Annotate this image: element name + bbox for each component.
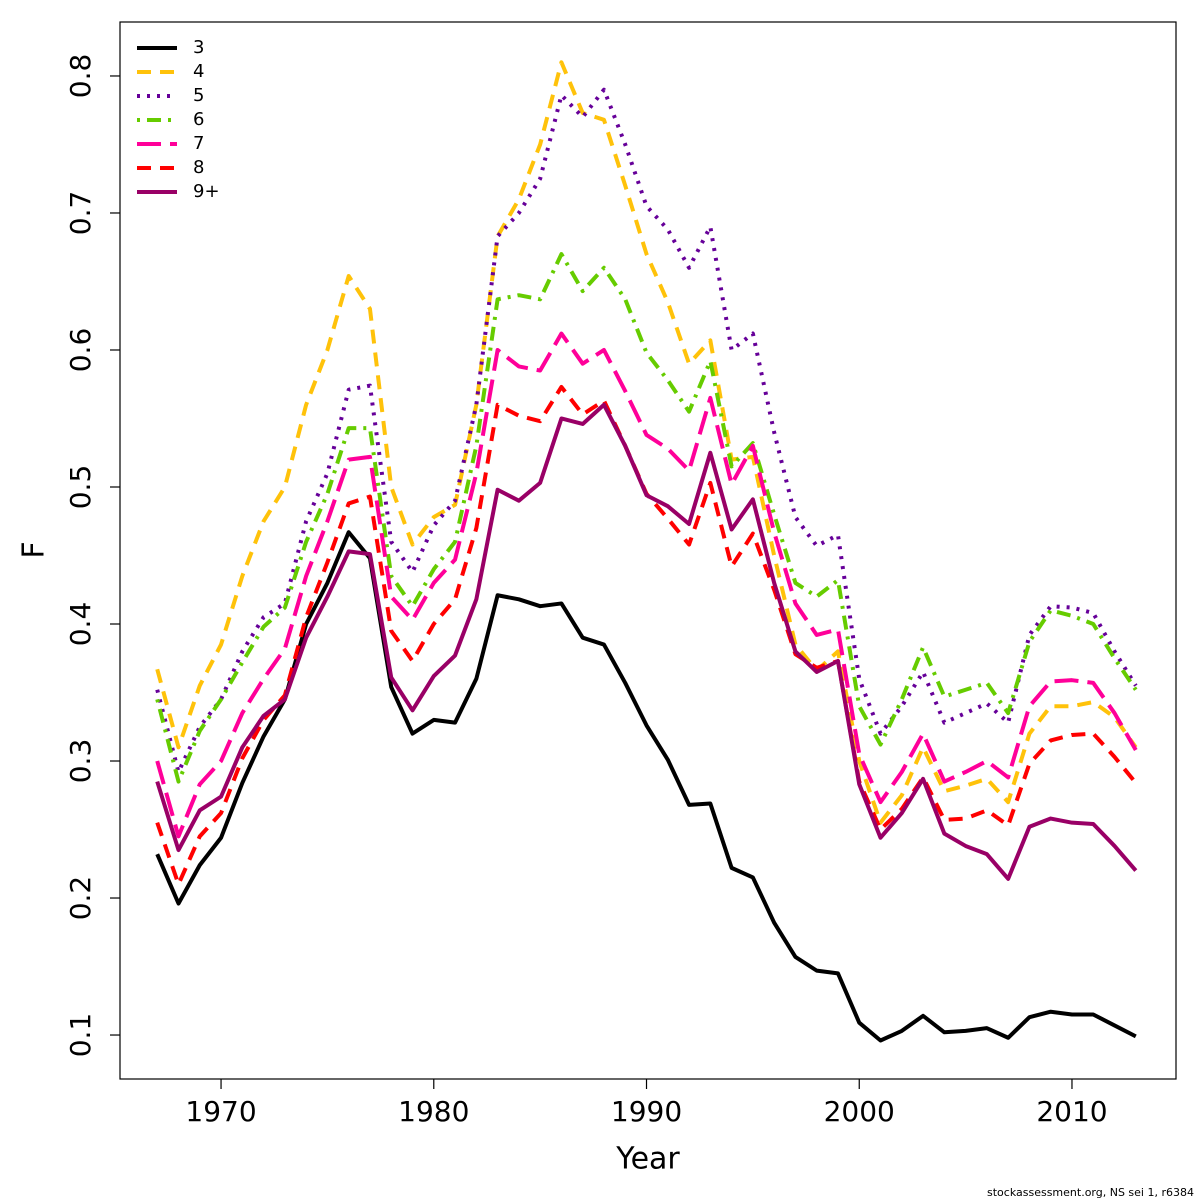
y-tick-label: 0.5: [64, 465, 97, 510]
y-tick-label: 0.6: [64, 328, 97, 373]
x-axis-title: Year: [615, 1142, 680, 1177]
y-tick-label: 0.4: [64, 602, 97, 647]
x-tick-label: 2010: [1036, 1095, 1107, 1128]
y-tick-label: 0.2: [64, 876, 97, 921]
y-tick-label: 0.7: [64, 191, 97, 236]
y-axis-title: F: [17, 541, 52, 558]
series-line: [155, 252, 1138, 784]
legend-label: 5: [193, 85, 204, 106]
x-tick-label: 2000: [824, 1095, 895, 1128]
series-line: [155, 331, 1138, 839]
legend-label: 7: [193, 133, 204, 154]
legend-label: 8: [193, 157, 204, 178]
x-tick-label: 1970: [185, 1095, 256, 1128]
series-line: [155, 402, 1138, 881]
caption: stockassessment.org, NS sei 1, r6384: [987, 1186, 1194, 1199]
y-tick-label: 0.1: [64, 1013, 97, 1058]
legend-label: 4: [193, 61, 204, 82]
x-tick-label: 1980: [398, 1095, 469, 1128]
y-tick-label: 0.3: [64, 739, 97, 784]
y-tick-label: 0.8: [64, 54, 97, 99]
plot-frame: [119, 21, 1177, 1080]
series-line: [155, 530, 1137, 1043]
series-line: [155, 60, 1138, 825]
legend-label: 6: [193, 109, 204, 130]
x-tick-label: 1990: [611, 1095, 682, 1128]
legend-label: 3: [193, 37, 204, 58]
legend-label: 9+: [193, 181, 220, 202]
